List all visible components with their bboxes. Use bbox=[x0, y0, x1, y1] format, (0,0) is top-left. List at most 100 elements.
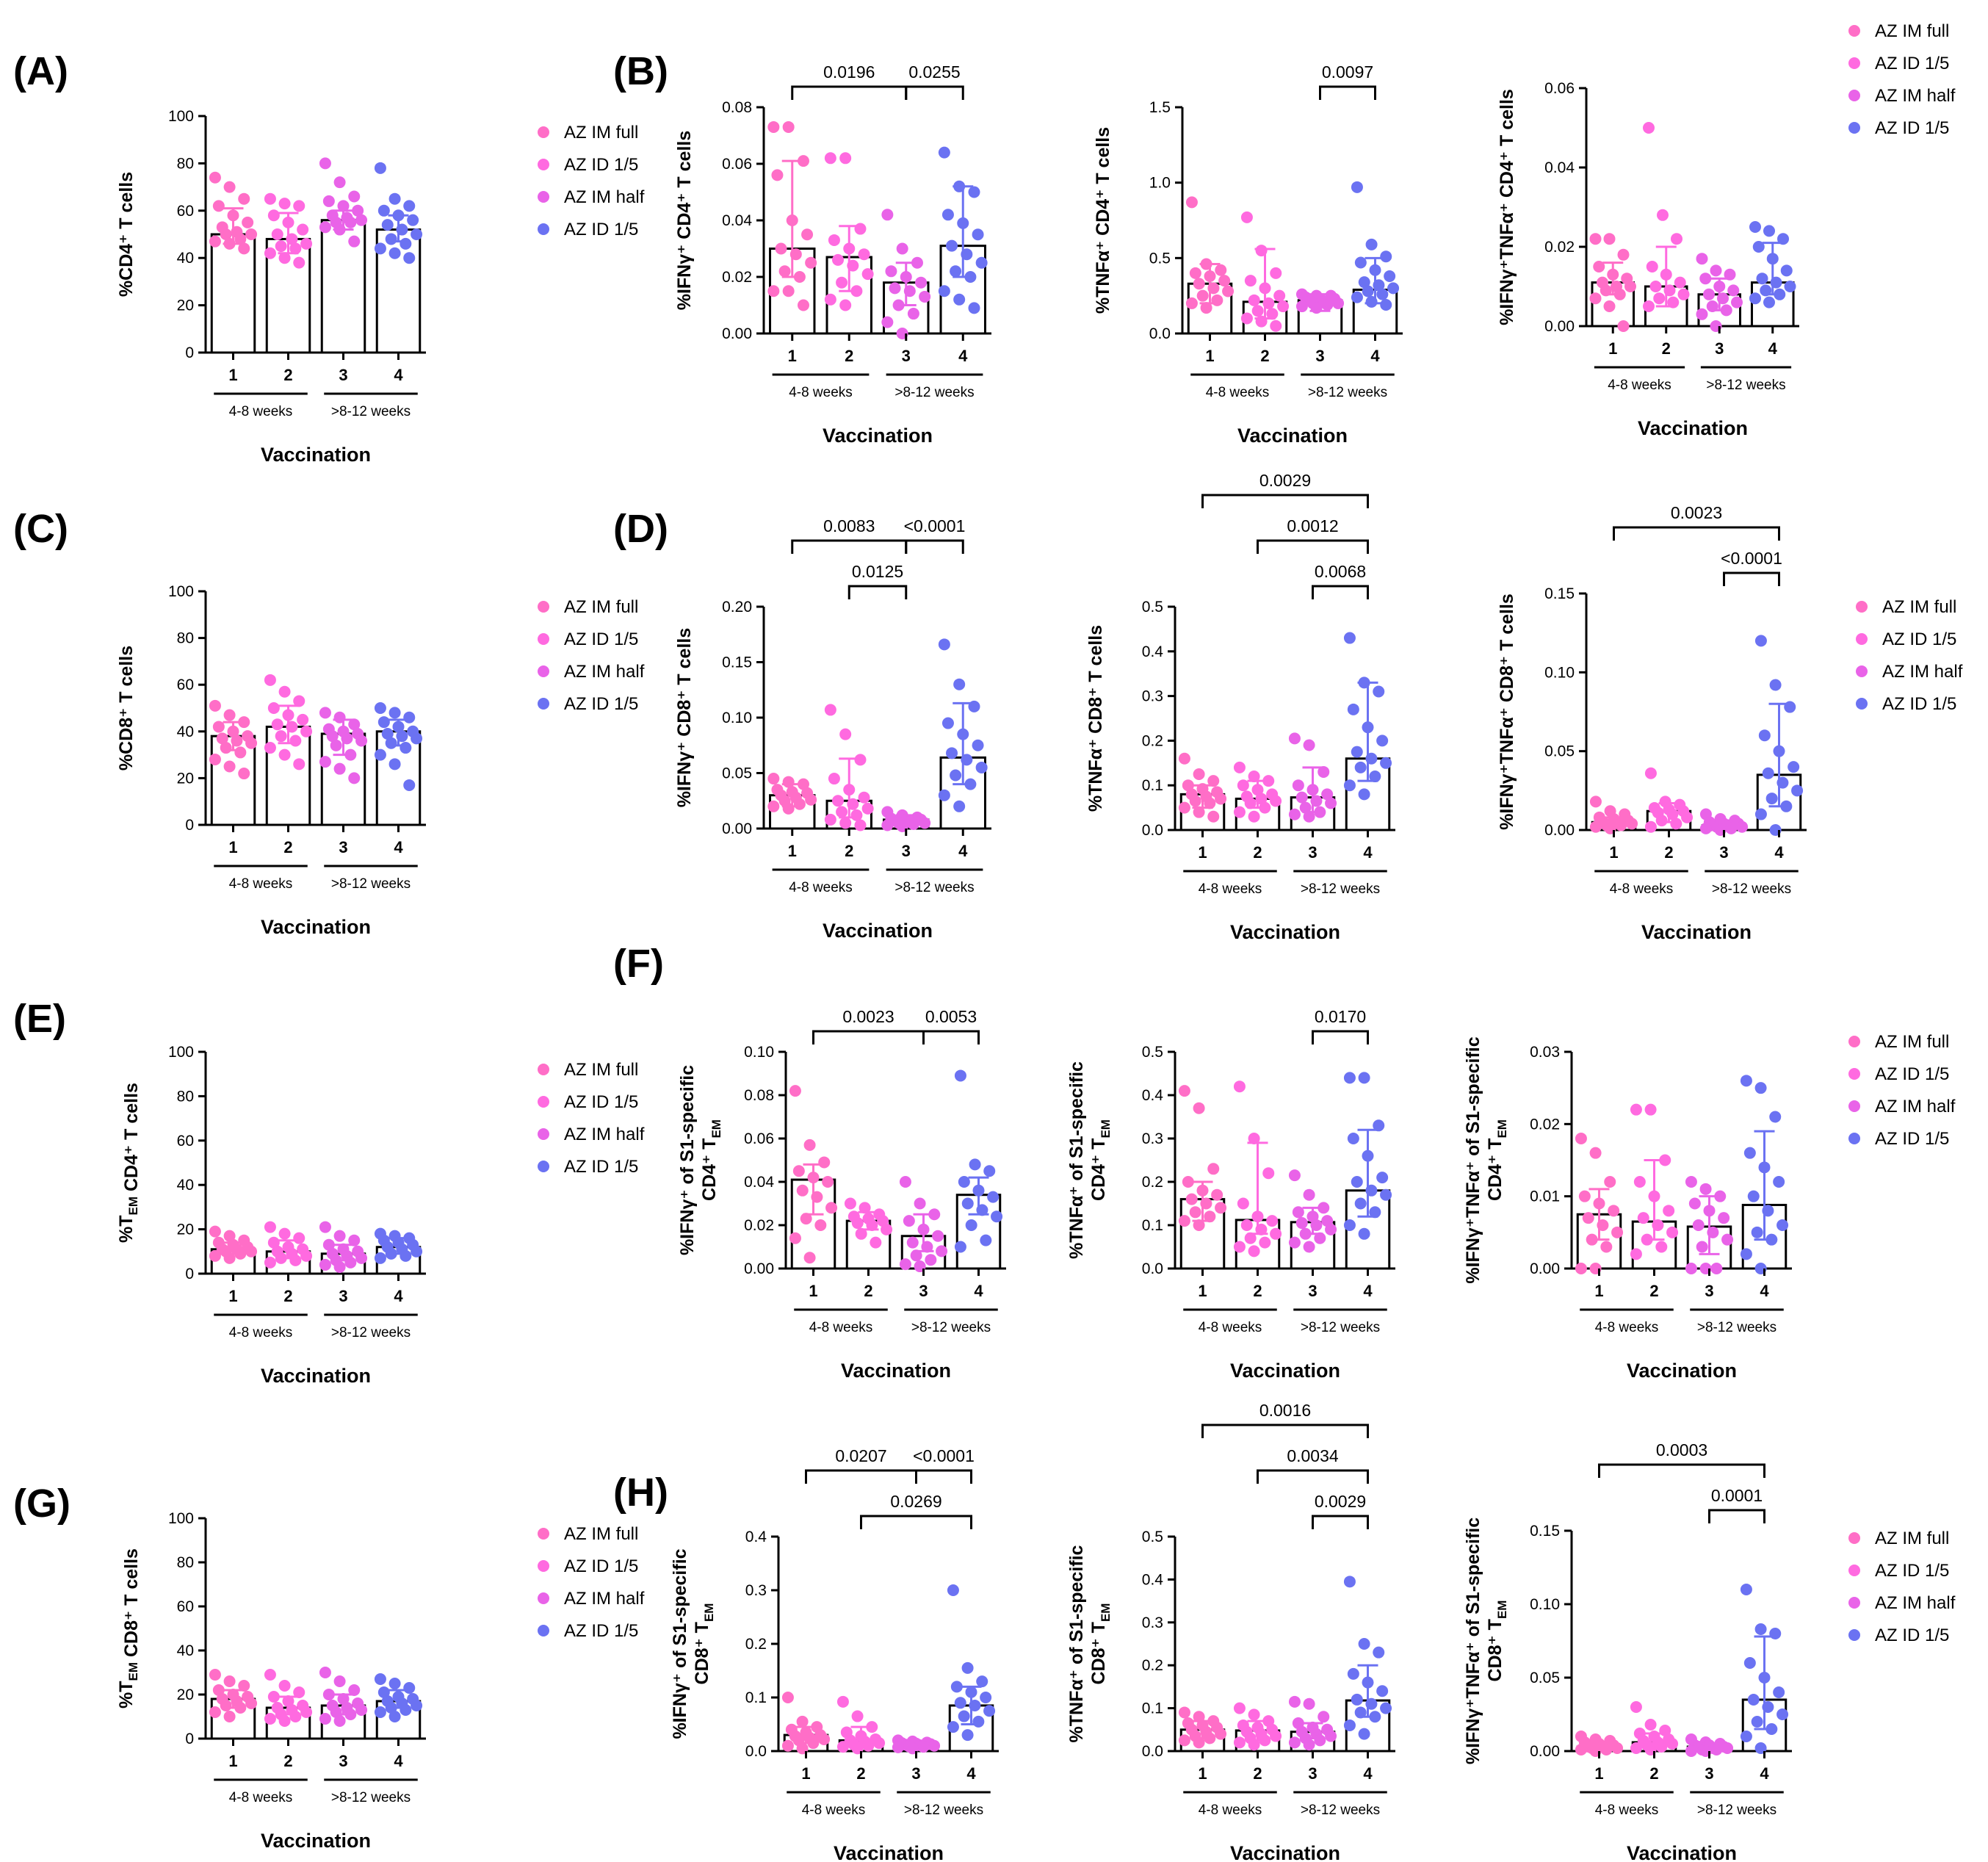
data-point bbox=[855, 1227, 867, 1240]
data-point bbox=[818, 1156, 831, 1169]
legend-entry: AZ IM half bbox=[564, 187, 645, 207]
data-point bbox=[1314, 1734, 1326, 1747]
data-point bbox=[859, 1202, 871, 1214]
y-axis-label-part: %TNFα⁺ of S1-specific bbox=[1066, 1545, 1087, 1742]
chart-h2: 0.0 0.1 0.2 0.3 0.4 0.5 1 2 3 4 4-8 weeks >8-12 wee… bbox=[1066, 1401, 1395, 1862]
legend-entry: AZ IM half bbox=[564, 1125, 645, 1144]
data-point bbox=[958, 1710, 970, 1722]
data-point bbox=[348, 190, 361, 203]
data-point bbox=[344, 1708, 357, 1720]
data-point bbox=[293, 1232, 306, 1244]
data-point bbox=[861, 268, 874, 281]
data-point bbox=[1765, 793, 1778, 805]
legend-entry: AZ IM half bbox=[1882, 662, 1963, 682]
legend-marker bbox=[538, 665, 549, 677]
data-point bbox=[1780, 264, 1793, 277]
data-point bbox=[1641, 1233, 1653, 1246]
data-point bbox=[377, 716, 390, 729]
x-tick-label: 4 bbox=[1363, 1764, 1373, 1783]
data-point bbox=[1699, 273, 1712, 285]
data-point bbox=[220, 742, 232, 754]
significance-label: <0.0001 bbox=[1721, 549, 1782, 568]
data-point bbox=[1303, 1188, 1315, 1201]
data-point bbox=[238, 242, 250, 255]
chart-d1: 0.00 0.05 0.10 0.15 0.20 1 2 3 4 4-8 weeks >8-12 w… bbox=[674, 516, 991, 942]
y-tick-label: 0.08 bbox=[744, 1087, 774, 1104]
y-axis-label: %IFNγ⁺TNFα⁺ of S1-specificCD4⁺ TEM bbox=[1463, 1036, 1509, 1283]
data-point bbox=[275, 240, 287, 253]
data-point bbox=[223, 1252, 236, 1264]
x-axis-label: Vaccination bbox=[1230, 921, 1340, 943]
data-point bbox=[1211, 1188, 1223, 1201]
data-point bbox=[885, 265, 897, 278]
data-point bbox=[1266, 1215, 1279, 1227]
data-point bbox=[374, 748, 386, 761]
data-point bbox=[1193, 278, 1205, 290]
data-point bbox=[374, 1706, 386, 1718]
data-point bbox=[1354, 761, 1367, 773]
significance-bracket bbox=[905, 539, 964, 554]
legend-marker bbox=[1848, 1100, 1860, 1112]
data-point bbox=[850, 809, 863, 821]
y-tick-label: 0.2 bbox=[745, 1636, 767, 1653]
data-point bbox=[348, 718, 361, 731]
data-point bbox=[975, 761, 988, 773]
x-axis-label: Vaccination bbox=[841, 1360, 951, 1382]
data-point bbox=[807, 1172, 820, 1184]
y-axis-label: %TEM CD4⁺ T cells bbox=[116, 1083, 142, 1243]
data-point bbox=[1270, 1730, 1282, 1742]
data-point bbox=[782, 285, 795, 297]
group-label: >8-12 weeks bbox=[331, 876, 411, 892]
y-axis-label-t: T bbox=[1088, 1622, 1109, 1633]
y-tick-label: 0.4 bbox=[1142, 1087, 1164, 1104]
data-point bbox=[1325, 797, 1337, 809]
data-point bbox=[1660, 268, 1672, 281]
significance-label: 0.0029 bbox=[1259, 471, 1311, 490]
data-point bbox=[1644, 1103, 1657, 1116]
data-point bbox=[1721, 1742, 1734, 1754]
y-axis-label-t: T bbox=[1485, 1619, 1506, 1630]
data-point bbox=[223, 1675, 236, 1687]
data-point bbox=[223, 237, 236, 250]
data-point bbox=[238, 192, 250, 205]
y-axis-label-line: CD8⁺ TEM bbox=[692, 1603, 716, 1685]
data-point bbox=[889, 282, 901, 295]
data-point bbox=[231, 735, 243, 747]
x-tick-label: 4 bbox=[1774, 843, 1784, 862]
data-point bbox=[300, 725, 313, 737]
y-tick-label: 0.02 bbox=[744, 1217, 774, 1234]
data-point bbox=[1674, 276, 1686, 289]
data-point bbox=[1769, 1628, 1782, 1639]
data-point bbox=[326, 730, 339, 743]
data-point bbox=[1754, 635, 1767, 647]
data-point bbox=[400, 742, 412, 754]
x-tick-label: 2 bbox=[1253, 1282, 1262, 1300]
x-tick-label: 3 bbox=[1719, 843, 1728, 862]
data-point bbox=[330, 1706, 342, 1718]
data-point bbox=[1736, 820, 1749, 833]
significance-bracket bbox=[791, 539, 908, 554]
significance-label: 0.0170 bbox=[1315, 1007, 1366, 1026]
y-tick-label: 100 bbox=[168, 108, 194, 125]
data-point bbox=[972, 1184, 985, 1197]
data-point bbox=[1589, 820, 1602, 833]
legend-entry: AZ IM full bbox=[564, 597, 638, 617]
data-point bbox=[377, 204, 390, 217]
data-point bbox=[223, 760, 236, 773]
chart-f2: 0.0 0.1 0.2 0.3 0.4 0.5 1 2 3 4 4-8 weeks >8-12 wee… bbox=[1066, 1007, 1395, 1382]
chart-c1: 0 20 40 60 80 100 1 2 3 4 4-8 weeks >8-12 weeks Vacc… bbox=[116, 583, 645, 938]
legend-marker bbox=[1848, 1565, 1860, 1576]
data-point bbox=[1617, 248, 1630, 261]
significance-bracket bbox=[1319, 85, 1376, 100]
group-label: 4-8 weeks bbox=[809, 1320, 873, 1335]
y-tick-label: 0.05 bbox=[1530, 1670, 1560, 1686]
data-point bbox=[954, 1241, 966, 1253]
y-axis-label-part: CD4⁺ bbox=[1088, 1150, 1109, 1201]
data-point bbox=[1586, 1233, 1598, 1246]
y-tick-label: 20 bbox=[177, 297, 194, 314]
x-axis-label: Vaccination bbox=[1641, 921, 1752, 943]
data-point bbox=[1724, 268, 1736, 281]
data-point bbox=[1626, 818, 1638, 830]
group-label: >8-12 weeks bbox=[1712, 881, 1791, 897]
data-point bbox=[1762, 1701, 1774, 1713]
